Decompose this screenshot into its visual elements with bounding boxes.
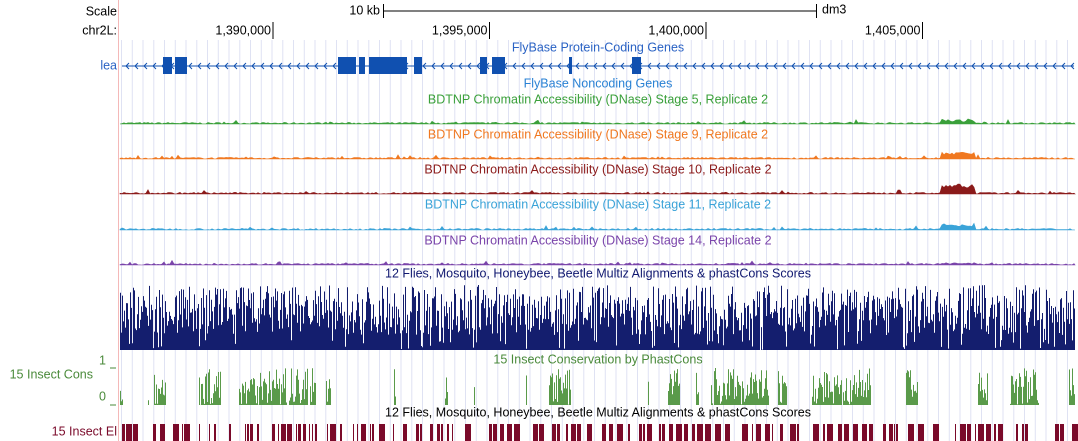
scale-bar [383,4,817,18]
multiz-signal [120,285,1075,350]
position-tick-label: 1,400,000 [648,23,704,37]
track-title: BDTNP Chromatin Accessibility (DNase) St… [424,162,771,176]
exon [359,57,365,74]
track-title: FlyBase Protein-Coding Genes [512,40,684,54]
exon [480,57,487,74]
track-label: 15 Insect El [52,424,117,438]
phastcons-signal [120,368,1075,405]
track-label: 15 Insect Cons [10,367,93,381]
exon [569,57,572,74]
position-tick-label: 1,405,000 [865,23,921,37]
track-title: BDTNP Chromatin Accessibility (DNase) St… [424,233,771,247]
dnase-signal [119,222,1076,231]
track-title: 15 Insect Conservation by PhastCons [493,352,702,366]
track-title: 12 Flies, Mosquito, Honeybee, Beetle Mul… [385,266,811,280]
strand-arrows [125,62,1075,70]
track-title: 12 Flies, Mosquito, Honeybee, Beetle Mul… [385,405,811,419]
elements [122,424,1078,441]
exon [338,57,356,74]
exon [369,57,407,74]
dnase-signal [119,151,1075,160]
y-max: 1 [99,353,106,367]
dnase-signal [119,118,1076,125]
exon [632,57,641,74]
chrom-label: chr2L: [82,23,117,37]
track-title: BDTNP Chromatin Accessibility (DNase) St… [428,127,768,141]
y-ticks [110,367,116,406]
track-title: FlyBase Noncoding Genes [524,76,673,90]
grid-lines [121,40,1068,441]
exon [492,57,505,74]
track-label: lea [100,58,117,72]
dnase-signal [119,183,1076,195]
y-min: 0 [99,389,106,403]
scale-label: Scale [86,4,117,18]
track-title: BDTNP Chromatin Accessibility (DNase) St… [428,92,768,106]
exon [163,57,172,74]
position-tick-label: 1,395,000 [432,23,488,37]
exon [175,57,187,74]
exon [414,57,422,74]
scale-span: 10 kb [349,3,380,17]
dnase-signal [119,259,1076,266]
assembly: dm3 [822,2,846,16]
position-tick-label: 1,390,000 [215,23,271,37]
track-title: BDTNP Chromatin Accessibility (DNase) St… [425,197,771,211]
